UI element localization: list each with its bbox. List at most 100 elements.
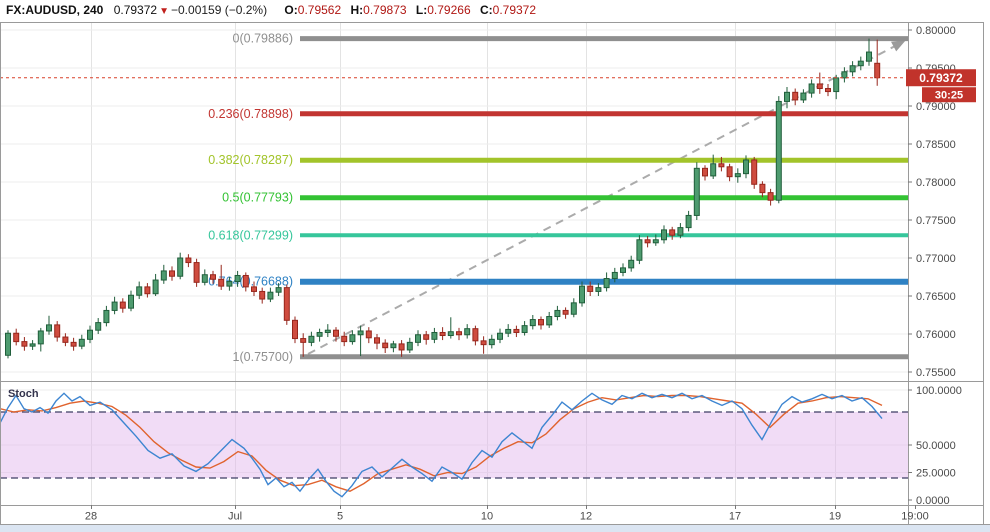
candle-body bbox=[242, 274, 249, 288]
fib-label: 0.382(0.78287) bbox=[208, 153, 293, 167]
low-label: L: bbox=[415, 3, 428, 17]
candle-body bbox=[374, 337, 380, 344]
candle-body bbox=[406, 341, 413, 351]
candle-body bbox=[300, 338, 307, 343]
candle-body bbox=[546, 316, 553, 326]
price-axis-label: 0.76500 bbox=[916, 291, 956, 303]
open-label: O: bbox=[284, 3, 298, 17]
stoch-indicator-label[interactable]: Stoch bbox=[8, 388, 39, 400]
candle-body bbox=[54, 324, 61, 338]
candle-body bbox=[792, 91, 799, 101]
open-value: 0.79562 bbox=[297, 3, 342, 17]
candle-body bbox=[669, 229, 676, 236]
candle-body bbox=[480, 340, 487, 346]
candle-body bbox=[144, 286, 151, 295]
stoch-d-line bbox=[0, 394, 883, 492]
candle-body bbox=[308, 335, 315, 343]
candle-body bbox=[333, 329, 339, 337]
candle-body bbox=[5, 332, 11, 356]
time-axis-label: Jul bbox=[228, 511, 242, 523]
candle-body bbox=[825, 88, 831, 93]
candle-body bbox=[579, 285, 585, 304]
price-axis-label: 0.76000 bbox=[916, 329, 956, 341]
candle-body bbox=[751, 159, 758, 185]
candle-body bbox=[365, 330, 372, 339]
low-value: 0.79266 bbox=[427, 3, 471, 17]
stoch-k-line bbox=[0, 392, 883, 498]
candle-body bbox=[341, 335, 348, 343]
candle-body bbox=[382, 342, 389, 349]
candle-body bbox=[259, 290, 266, 300]
candle-body bbox=[554, 309, 561, 318]
countdown-box bbox=[922, 87, 976, 103]
candle-body bbox=[734, 173, 741, 178]
candle-body bbox=[210, 274, 216, 280]
price-axis-label: 0.77500 bbox=[916, 215, 956, 227]
candle-body bbox=[275, 287, 282, 293]
candle-body bbox=[87, 329, 93, 340]
candle-body bbox=[710, 163, 717, 177]
candle-body bbox=[595, 287, 602, 292]
candle-body bbox=[464, 328, 471, 336]
close-value: 0.79372 bbox=[492, 3, 537, 17]
candle-body bbox=[251, 286, 257, 292]
candle-body bbox=[316, 331, 323, 337]
candle-body bbox=[349, 334, 356, 343]
bottom-strip bbox=[0, 524, 990, 532]
candle-body bbox=[488, 338, 495, 346]
candle-body bbox=[677, 227, 684, 236]
candle-body bbox=[849, 65, 856, 73]
candle-body bbox=[726, 166, 733, 178]
countdown-label: 30:25 bbox=[935, 90, 963, 102]
candle-body bbox=[685, 214, 692, 229]
fib-label: 0.5(0.77793) bbox=[222, 191, 293, 205]
candle-body bbox=[267, 291, 274, 300]
price-down-triangle-icon: ▼ bbox=[159, 6, 169, 17]
candle-body bbox=[505, 328, 512, 334]
candle-body bbox=[456, 331, 462, 336]
candle-body bbox=[423, 334, 430, 340]
candle-body bbox=[775, 100, 782, 201]
stoch-axis-label: 0.0000 bbox=[916, 495, 950, 507]
candle-body bbox=[472, 328, 479, 342]
stoch-band bbox=[0, 412, 908, 478]
candle-body bbox=[447, 331, 454, 337]
candle-body bbox=[497, 332, 503, 340]
price-axis-label: 0.80000 bbox=[916, 25, 956, 37]
candle-body bbox=[693, 167, 700, 216]
candle-body bbox=[21, 341, 28, 347]
price-axis-label: 0.75500 bbox=[916, 367, 956, 379]
candle-body bbox=[169, 270, 175, 277]
candle-body bbox=[562, 309, 569, 315]
candle-body bbox=[152, 279, 159, 295]
trendline-arrow-icon bbox=[891, 40, 906, 52]
time-axis-label: 10 bbox=[481, 511, 493, 523]
price-axis-label: 0.78500 bbox=[916, 139, 956, 151]
candle-body bbox=[62, 336, 69, 343]
candle-body bbox=[702, 167, 708, 177]
candle-body bbox=[78, 338, 85, 347]
candle-body bbox=[661, 229, 667, 241]
candle-body bbox=[201, 274, 208, 283]
time-axis-label: 28 bbox=[85, 511, 97, 523]
candle-body bbox=[538, 319, 544, 326]
symbol-interval[interactable]: FX:AUDUSD, 240 bbox=[6, 3, 104, 17]
fib-label: 0.618(0.77299) bbox=[208, 228, 293, 242]
candle-body bbox=[95, 322, 102, 331]
candle-body bbox=[570, 302, 577, 315]
candle-body bbox=[46, 324, 52, 332]
candle-body bbox=[611, 271, 618, 280]
candle-body bbox=[177, 257, 184, 277]
candle-body bbox=[628, 259, 635, 269]
close-label: C: bbox=[479, 3, 493, 17]
high-label: H: bbox=[350, 3, 364, 17]
candle-body bbox=[357, 330, 364, 336]
chart-header: FX:AUDUSD, 240 0.79372 ▼ −0.00159 (−0.2%) … bbox=[0, 0, 990, 22]
candle-body bbox=[324, 329, 331, 333]
candle-body bbox=[185, 257, 192, 264]
candle-body bbox=[767, 192, 774, 201]
candle-body bbox=[759, 183, 766, 194]
price-axis-label: 0.78000 bbox=[916, 177, 956, 189]
